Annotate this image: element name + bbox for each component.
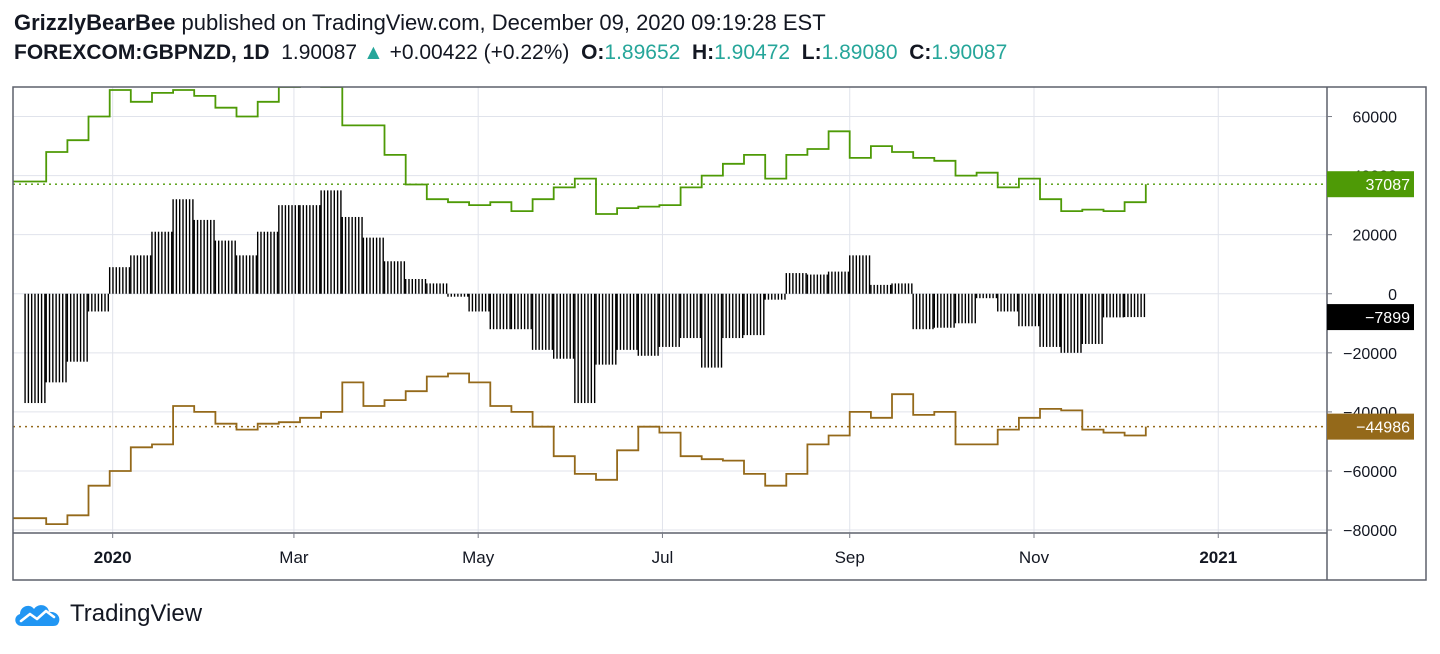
price-change: +0.00422 (+0.22%): [389, 41, 570, 64]
last-value-label-gold: −44986: [1356, 420, 1410, 437]
published-text: published on TradingView.com, December 0…: [181, 10, 826, 35]
x-tick-label: 2021: [1199, 548, 1237, 567]
high-value: 1.90472: [714, 41, 791, 64]
series-line-green: [13, 87, 1147, 215]
last-value-badge-black: [1327, 304, 1414, 331]
x-tick-label: 2020: [94, 548, 132, 567]
tradingview-logo[interactable]: TradingView: [12, 600, 202, 628]
y-tick-label: 20000: [1353, 228, 1398, 245]
x-axis: 2020 Mar May Jul Sep Nov 2021: [94, 533, 1237, 567]
publish-line: GrizzlyBearBee published on TradingView.…: [14, 8, 1007, 38]
series-line-gold: [13, 372, 1147, 525]
open-label: O:: [581, 41, 605, 64]
plot-inner: [13, 87, 1327, 525]
brand-name: TradingView: [70, 600, 203, 627]
y-tick-label: −20000: [1343, 346, 1397, 363]
x-tick-label: Sep: [835, 548, 865, 567]
low-label: L:: [801, 41, 822, 64]
low-value: 1.89080: [821, 41, 898, 64]
outer-frame: [12, 86, 1427, 581]
last-value-badge-green: [1327, 171, 1414, 198]
last-value-label-black: −7899: [1365, 310, 1410, 327]
author-name[interactable]: GrizzlyBearBee: [14, 10, 176, 35]
last-value-label-green: 37087: [1366, 177, 1411, 194]
open-value: 1.89652: [604, 41, 681, 64]
high-label: H:: [692, 41, 715, 64]
y-tick-label: 0: [1388, 287, 1397, 304]
y-tick-label: −80000: [1343, 523, 1397, 540]
y-tick-label: −60000: [1343, 464, 1397, 481]
symbol-title: FOREXCOM:GBPNZD, 1D: [14, 41, 270, 64]
chart-header: GrizzlyBearBee published on TradingView.…: [14, 8, 1007, 68]
plot-area: [13, 87, 1327, 525]
x-tick-label: May: [462, 548, 495, 567]
x-tick-label: Jul: [652, 548, 674, 567]
last-value-badges: 37087 −7899 −44986: [1327, 171, 1414, 440]
up-arrow-icon: ▲: [362, 41, 384, 64]
chart-frame: [12, 86, 1427, 581]
x-tick-label: Mar: [279, 548, 309, 567]
symbol-line: FOREXCOM:GBPNZD, 1D 1.90087 ▲ +0.00422 (…: [14, 38, 1007, 68]
tradingview-cloud-icon: [15, 605, 60, 626]
close-label: C:: [909, 41, 932, 64]
last-price: 1.90087: [281, 41, 358, 64]
close-value: 1.90087: [931, 41, 1008, 64]
y-tick-label: 60000: [1353, 110, 1398, 127]
x-tick-label: Nov: [1019, 548, 1050, 567]
last-value-badge-gold: [1327, 413, 1414, 440]
histogram-series: [24, 190, 1146, 404]
